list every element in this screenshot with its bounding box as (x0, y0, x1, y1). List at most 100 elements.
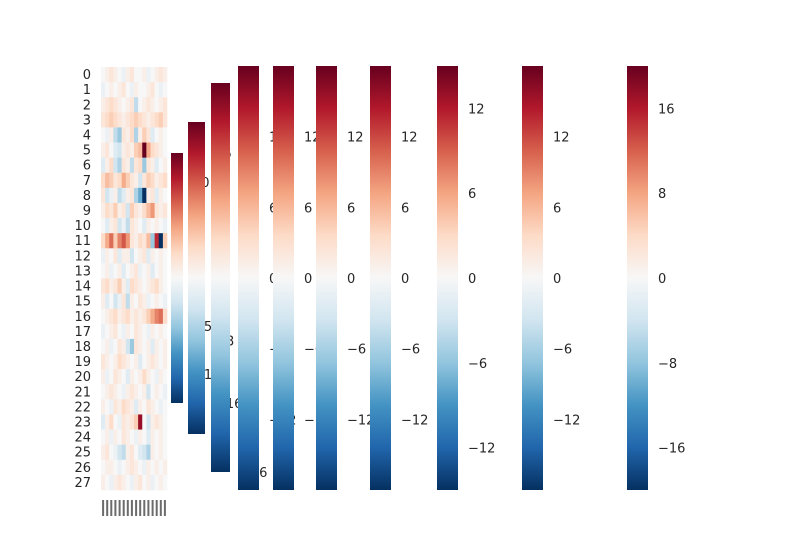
heatmap-cell (142, 354, 147, 370)
heatmap-cell (142, 112, 147, 128)
heatmap-cell (162, 323, 168, 340)
row-tick-label: 10 (74, 219, 91, 234)
heatmap-cell (142, 293, 147, 310)
heatmap-cell (138, 399, 143, 415)
heatmap-cell (138, 338, 143, 355)
heatmap-cell (146, 263, 151, 279)
heatmap-cell (117, 429, 122, 445)
heatmap-cell (154, 67, 160, 83)
heatmap-cell (109, 414, 114, 430)
heatmap-cell (121, 354, 127, 370)
heatmap-cell (129, 399, 135, 415)
heatmap-cell (129, 248, 135, 264)
row-tick-label: 20 (74, 370, 91, 385)
heatmap-cell (117, 82, 122, 98)
heatmap-cell (142, 218, 147, 234)
colorbar-6: −12 −6 0 6 12 (316, 66, 374, 490)
heatmap-cell (117, 338, 122, 355)
heatmap-column-labels (102, 500, 166, 516)
heatmap-cell (158, 399, 164, 415)
heatmap-cell (146, 444, 151, 461)
heatmap-cell (150, 323, 155, 340)
heatmap-cell (109, 157, 114, 174)
heatmap-cell (162, 459, 168, 476)
heatmap-cell (113, 97, 118, 113)
colorbar-8-gradient (437, 66, 458, 490)
heatmap-cell (162, 338, 168, 355)
heatmap-cell (142, 172, 147, 189)
heatmap-cell (125, 263, 131, 279)
heatmap-cell (121, 474, 127, 491)
heatmap-cell (129, 338, 135, 355)
heatmap-cell (146, 399, 151, 415)
heatmap-cell (101, 293, 106, 310)
heatmap-cell (146, 202, 151, 219)
colorbar-tick-label: 12 (468, 102, 485, 117)
heatmap-cell (101, 67, 106, 83)
row-tick-label: 11 (74, 234, 91, 249)
heatmap-cell (121, 233, 127, 249)
heatmap-cell (113, 278, 118, 294)
heatmap-cell (142, 202, 147, 219)
heatmap-cell (158, 142, 164, 158)
colorbar-tick-label: −12 (347, 413, 374, 428)
heatmap-cell (154, 202, 160, 219)
heatmap-cell (117, 112, 122, 128)
heatmap-cell (162, 474, 168, 491)
heatmap-cell (125, 444, 131, 461)
heatmap-cell (105, 278, 110, 294)
heatmap-cell (154, 323, 160, 340)
heatmap-cell (146, 233, 151, 249)
heatmap-cell (146, 248, 151, 264)
heatmap-cell (158, 187, 164, 204)
heatmap-cell (109, 127, 114, 143)
colorbar-tick-label: −8 (658, 357, 677, 372)
heatmap-cell (125, 187, 131, 204)
heatmap-cell (138, 354, 143, 370)
heatmap-cell (142, 338, 147, 355)
heatmap-cell (150, 82, 155, 98)
heatmap-cell (154, 444, 160, 461)
heatmap-cell (158, 459, 164, 476)
heatmap-cell (138, 82, 143, 98)
colorbar-tick-label: 0 (347, 272, 355, 287)
heatmap-cell (146, 127, 151, 143)
heatmap-cell (101, 127, 106, 143)
heatmap-cell (134, 338, 139, 355)
heatmap-cell (158, 444, 164, 461)
heatmap-cell (125, 384, 131, 400)
heatmap-cell (158, 233, 164, 249)
row-tick-label: 26 (74, 461, 91, 476)
colorbar-tick-label: −6 (401, 343, 420, 358)
heatmap-cell (101, 278, 106, 294)
heatmap-cell (142, 399, 147, 415)
colorbar-10: −16 −8 0 8 16 (627, 66, 685, 490)
heatmap-cell (125, 112, 131, 128)
heatmap-cell (150, 429, 155, 445)
heatmap-cell (150, 248, 155, 264)
heatmap-cell (158, 414, 164, 430)
heatmap-cell (105, 97, 110, 113)
heatmap-cell (129, 429, 135, 445)
heatmap-cell (101, 157, 106, 174)
heatmap-cell (146, 142, 151, 158)
colorbar-tick-label: 0 (468, 272, 476, 287)
heatmap-cell (142, 323, 147, 340)
heatmap-cell (158, 67, 164, 83)
heatmap-cell (162, 187, 168, 204)
heatmap-cell (142, 384, 147, 400)
row-tick-label: 16 (74, 310, 91, 325)
heatmap-cell (142, 233, 147, 249)
heatmap-cell (109, 459, 114, 476)
heatmap-cell (138, 384, 143, 400)
heatmap-cell (150, 233, 155, 249)
heatmap-cell (117, 218, 122, 234)
row-tick-label: 23 (74, 416, 91, 431)
heatmap-cell (142, 187, 147, 204)
heatmap-cell (109, 82, 114, 98)
heatmap-cell (134, 293, 139, 310)
heatmap-cell (154, 263, 160, 279)
heatmap-cell (113, 112, 118, 128)
heatmap-cell (158, 293, 164, 310)
